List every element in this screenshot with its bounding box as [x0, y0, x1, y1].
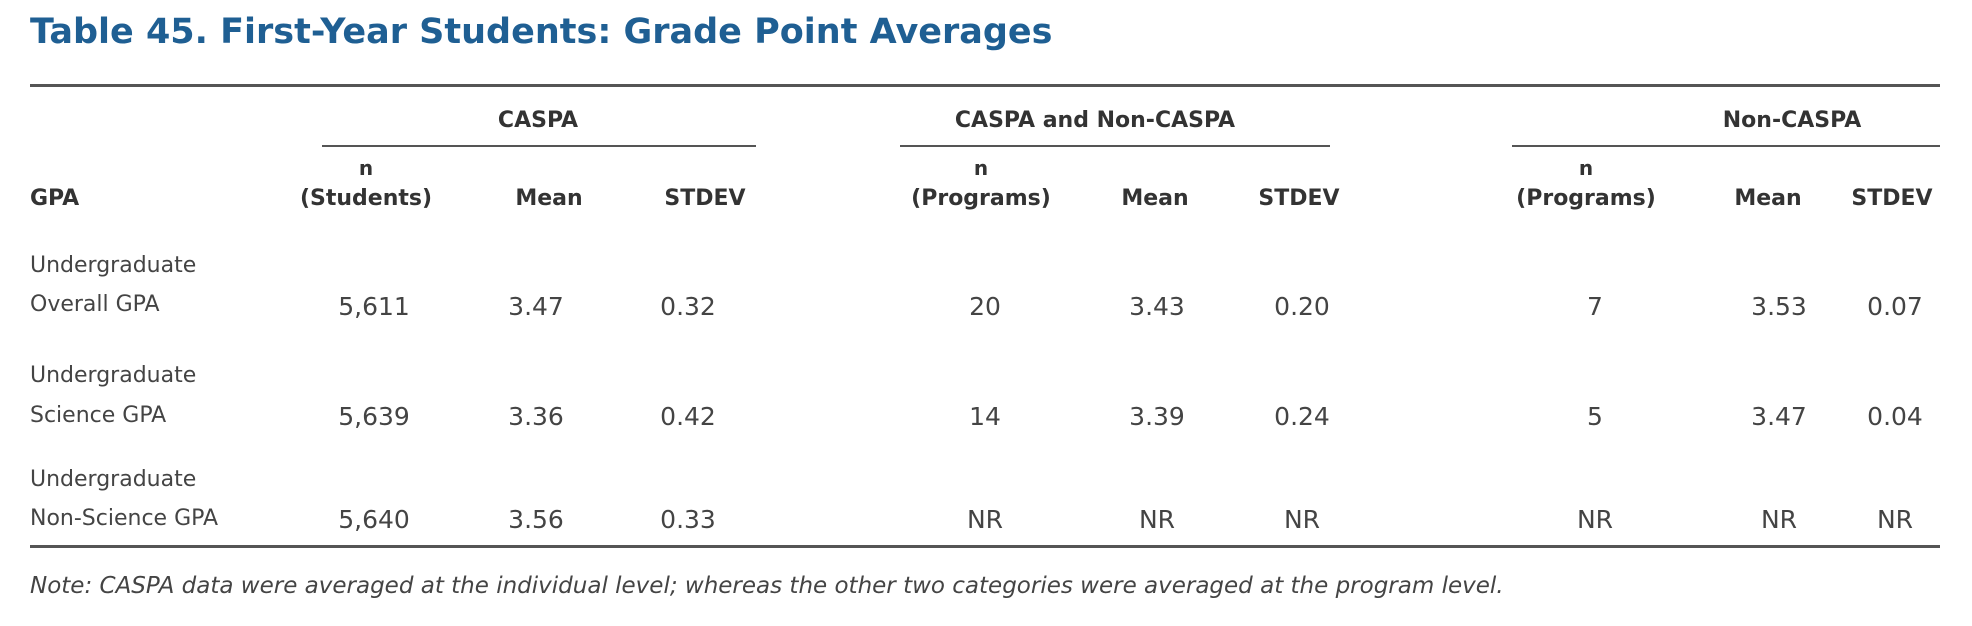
column-header-non-n: n: [1578, 156, 1594, 180]
table-cell: 0.07: [1867, 292, 1923, 321]
table-cell: 14: [969, 402, 1001, 431]
column-header-caspa-students: (Students): [299, 186, 433, 211]
table-cell: 5: [1587, 402, 1603, 431]
column-header-both-programs: (Programs): [911, 186, 1051, 211]
column-header-both-stdev: STDEV: [1258, 186, 1340, 211]
row-label: Undergraduate: [30, 467, 197, 492]
table-title: Table 45. First-Year Students: Grade Poi…: [30, 12, 1053, 52]
column-header-non-stdev: STDEV: [1851, 186, 1933, 211]
table-cell: 3.43: [1129, 292, 1185, 321]
group-header-caspa: CASPA: [497, 108, 579, 133]
group-underline-caspa: [322, 145, 756, 147]
table-cell: 0.33: [660, 505, 716, 534]
group-underline-non-caspa: [1512, 145, 1940, 147]
column-header-non-mean: Mean: [1734, 186, 1802, 211]
table-note: Note: CASPA data were averaged at the in…: [30, 573, 1504, 599]
table-cell: NR: [1876, 505, 1914, 534]
row-label-line2: Non-Science GPA: [30, 506, 219, 531]
table-cell: 0.20: [1274, 292, 1330, 321]
table-cell: NR: [1138, 505, 1176, 534]
table-cell: NR: [1576, 505, 1614, 534]
column-header-caspa-stdev: STDEV: [664, 186, 746, 211]
table-cell: NR: [1283, 505, 1321, 534]
row-label-line2: Science GPA: [30, 403, 167, 428]
table-cell: NR: [1760, 505, 1798, 534]
table-cell: NR: [966, 505, 1004, 534]
group-underline-caspa-and-non-caspa: [900, 145, 1330, 147]
row-label: Undergraduate: [30, 253, 197, 278]
group-header-non-caspa: Non-CASPA: [1722, 108, 1862, 133]
table-cell: 7: [1587, 292, 1603, 321]
table-cell: 3.39: [1129, 402, 1185, 431]
table-bottom-rule: [30, 545, 1940, 548]
table-cell: 3.56: [508, 505, 564, 534]
table-cell: 20: [969, 292, 1001, 321]
table-cell: 3.47: [1751, 402, 1807, 431]
table-cell: 0.04: [1867, 402, 1923, 431]
table-cell: 3.53: [1751, 292, 1807, 321]
table-cell: 5,611: [338, 292, 410, 321]
row-label-line2: Overall GPA: [30, 292, 160, 317]
table-cell: 0.24: [1274, 402, 1330, 431]
table-cell: 3.47: [508, 292, 564, 321]
table-cell: 5,639: [338, 402, 410, 431]
column-header-non-programs: (Programs): [1516, 186, 1656, 211]
column-header-both-n: n: [973, 156, 989, 180]
table-cell: 0.32: [660, 292, 716, 321]
table-top-rule: [30, 84, 1940, 87]
column-header-caspa-mean: Mean: [515, 186, 583, 211]
column-header-caspa-n: n: [358, 156, 374, 180]
column-header-both-mean: Mean: [1121, 186, 1189, 211]
group-header-caspa-and-non-caspa: CASPA and Non-CASPA: [954, 108, 1236, 133]
table-cell: 5,640: [338, 505, 410, 534]
table-cell: 3.36: [508, 402, 564, 431]
table-cell: 0.42: [660, 402, 716, 431]
column-header-gpa: GPA: [30, 186, 80, 211]
row-label: Undergraduate: [30, 363, 197, 388]
